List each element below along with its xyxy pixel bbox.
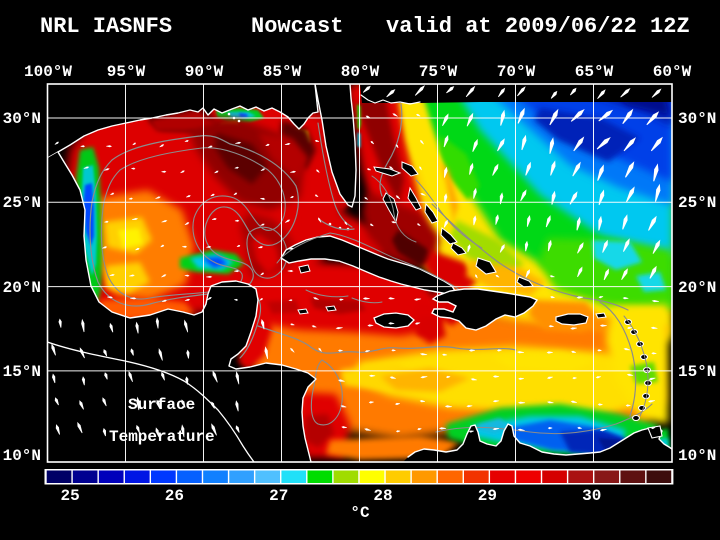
svg-text:60°W: 60°W [653,63,692,81]
svg-text:27: 27 [269,487,288,505]
svg-text:15°N: 15°N [678,363,716,381]
svg-text:100°W: 100°W [24,63,72,81]
svg-text:30°N: 30°N [3,110,41,128]
svg-text:10°N: 10°N [3,447,41,465]
svg-text:28: 28 [373,487,392,505]
svg-text:valid at 2009/06/22 12Z: valid at 2009/06/22 12Z [386,14,690,39]
svg-text:Surface: Surface [128,396,195,414]
svg-text:NRL IASNFS: NRL IASNFS [40,14,172,39]
svg-text:25: 25 [60,487,79,505]
svg-text:°C: °C [350,504,370,522]
svg-text:Nowcast: Nowcast [251,14,343,39]
svg-text:90°W: 90°W [185,63,224,81]
svg-text:29: 29 [478,487,497,505]
svg-text:65°W: 65°W [575,63,614,81]
svg-text:75°W: 75°W [419,63,458,81]
svg-text:25°N: 25°N [678,194,716,212]
svg-text:85°W: 85°W [263,63,302,81]
svg-text:30: 30 [582,487,601,505]
svg-text:Temperature: Temperature [109,428,215,446]
svg-text:30°N: 30°N [678,110,716,128]
svg-text:95°W: 95°W [107,63,146,81]
svg-text:25°N: 25°N [3,194,41,212]
svg-text:20°N: 20°N [3,279,41,297]
svg-text:15°N: 15°N [3,363,41,381]
svg-text:26: 26 [165,487,184,505]
svg-text:80°W: 80°W [341,63,380,81]
svg-text:70°W: 70°W [497,63,536,81]
svg-text:20°N: 20°N [678,279,716,297]
svg-text:10°N: 10°N [678,447,716,465]
